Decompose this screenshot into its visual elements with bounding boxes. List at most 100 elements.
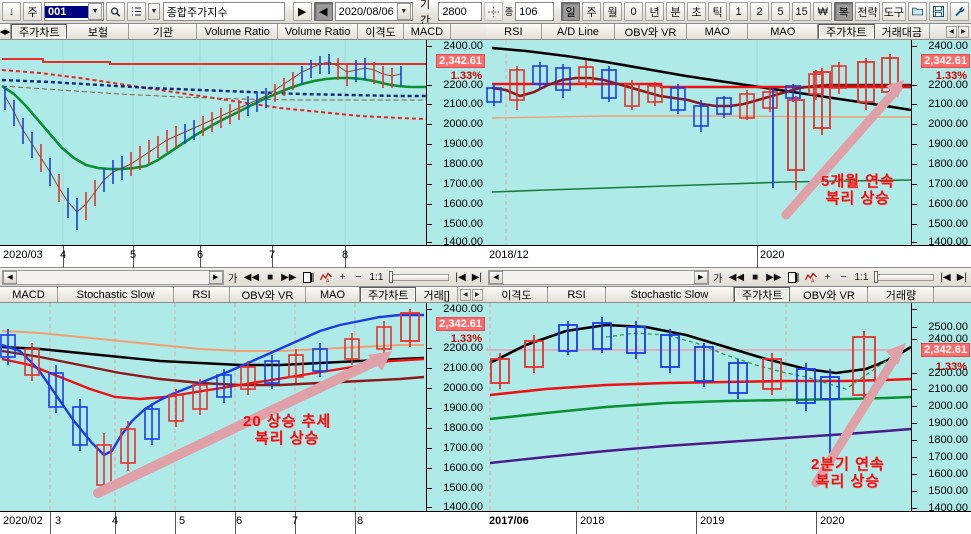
tools-menu-button[interactable]: 도구 [881, 2, 906, 21]
adjusted-price-button[interactable]: 복 [834, 2, 854, 21]
date-combo[interactable]: 2020/08/06 ▼ [334, 2, 413, 21]
tab-macd-tl[interactable]: MACD [403, 24, 452, 39]
tab-보헐-tl[interactable]: 보헐 [67, 24, 130, 39]
scroll-left-arrow[interactable]: ◀ [489, 270, 503, 284]
tab-scroll-left-icon[interactable]: ◀▶ [0, 24, 11, 39]
crosshair-icon[interactable] [483, 2, 503, 21]
tab-mao-bl[interactable]: MAO [306, 287, 360, 302]
horizontal-scrollbar-tr[interactable]: ◀ ▶ [488, 269, 709, 285]
folder-open-icon[interactable] [908, 2, 927, 21]
save-icon[interactable] [929, 2, 948, 21]
zoom-slider-tl[interactable] [387, 270, 451, 284]
prev-record-button[interactable]: ◀ [313, 2, 333, 21]
list-icon-tr[interactable] [786, 269, 801, 285]
currency-icon[interactable]: ₩ [813, 2, 833, 21]
horizontal-scrollbar-tl[interactable]: ◀ ▶ [2, 269, 224, 285]
tab-obv-vr-bl[interactable]: OBV와 VR [230, 287, 306, 302]
count-input[interactable]: 106 [515, 2, 554, 21]
tab-obv-vr-br[interactable]: OBV와 VR [790, 287, 869, 302]
tab-rsi-tr[interactable]: RSI [486, 24, 542, 39]
rewind-button-tr[interactable]: ◀◀ [728, 271, 745, 283]
chart-canvas-bottom-right[interactable]: 2분기 연속 복리 상승 2500.00 2400.00 2,342.61 1.… [486, 303, 971, 514]
tab-volume-ratio-1-tl[interactable]: Volume Ratio [197, 24, 278, 39]
tab-mao-1-tr[interactable]: MAO [686, 24, 749, 39]
tab-주가차트-bl[interactable]: 주가차트 [360, 287, 417, 302]
tab-prev-icon[interactable]: ◀ [945, 25, 957, 38]
chart-icon-tr[interactable]: A [803, 269, 819, 285]
tab-rsi-br[interactable]: RSI [548, 287, 606, 302]
period-button-5[interactable]: 5 [771, 2, 791, 21]
sort-icon[interactable] [127, 2, 147, 21]
period-unit-button[interactable]: 주 [23, 2, 42, 21]
tab-주가차트-tl[interactable]: 주가차트 [11, 24, 68, 39]
ga-button-tl[interactable]: 가 [228, 273, 238, 285]
chart-canvas-top-right[interactable]: 5개월 연속 복리 상승 2400.00 2,342.61 1.33% 2200… [486, 40, 971, 248]
stop-button-tr[interactable]: ■ [752, 271, 759, 283]
tab-obv-vr-tr[interactable]: OBV와 VR [615, 24, 687, 39]
last-button-tl[interactable]: ▶| [471, 271, 482, 283]
ratio-label-tl[interactable]: 1:1 [369, 271, 384, 283]
chart-canvas-top-left[interactable]: 2400.00 2,342.61 1.33% 2200.00 2100.00 2… [0, 40, 486, 248]
first-button-tr[interactable]: |◀ [940, 271, 951, 283]
tab-주가차트-tr[interactable]: 주가차트 [818, 24, 875, 39]
scroll-right-arrow[interactable]: ▶ [208, 270, 223, 284]
tab-기관-tl[interactable]: 기관 [129, 24, 198, 39]
period-button-week[interactable]: 주 [582, 2, 602, 21]
zoom-out-button-tl[interactable]: − [355, 271, 362, 283]
tab-ad-line-tr[interactable]: A/D Line [541, 24, 616, 39]
period-button-month[interactable]: 월 [603, 2, 623, 21]
tab-next-icon[interactable]: ▶ [471, 288, 483, 301]
tab-주가차트-br[interactable]: 주가차트 [734, 287, 791, 302]
sort-dropdown-icon[interactable]: ▼ [148, 3, 160, 20]
zoom-in-button-tl[interactable]: + [339, 271, 346, 283]
period-button-minute[interactable]: 분 [666, 2, 686, 21]
zoom-out-button-tr[interactable]: − [840, 271, 847, 283]
list-icon-tl[interactable] [301, 269, 316, 285]
zoom-slider-tr[interactable] [872, 270, 936, 284]
tab-mao-2-tr[interactable]: MAO [748, 24, 819, 39]
tab-volume-ratio-2-tl[interactable]: Volume Ratio [277, 24, 359, 39]
stock-name-field[interactable]: 종합주가지수 [162, 2, 286, 21]
tab-stochastic-slow-bl[interactable]: Stochastic Slow [58, 287, 174, 302]
period-button-year[interactable]: 년 [645, 2, 665, 21]
period-button-second[interactable]: 초 [687, 2, 707, 21]
scroll-right-arrow[interactable]: ▶ [693, 270, 708, 284]
period-button-zero[interactable]: 0 [624, 2, 644, 21]
forward-button-tr[interactable]: ▶▶ [766, 271, 782, 283]
first-button-tl[interactable]: |◀ [455, 271, 466, 283]
scroll-left-arrow[interactable]: ◀ [3, 270, 17, 284]
chevron-down-icon[interactable]: ▼ [88, 3, 103, 20]
tab-이격도-br[interactable]: 이격도 [486, 287, 548, 302]
tab-거래량-br[interactable]: 거래량 [868, 287, 935, 302]
zoom-in-button-tr[interactable]: + [824, 271, 831, 283]
tab-stochastic-slow-br[interactable]: Stochastic Slow [606, 287, 734, 302]
tab-prev-icon[interactable]: ◀ [459, 288, 471, 301]
period-button-1[interactable]: 1 [729, 2, 749, 21]
strategy-menu-button[interactable]: 전략 [855, 2, 880, 21]
tab-거래대금-tr[interactable]: 거래대금 [874, 24, 930, 39]
search-icon[interactable] [106, 2, 126, 21]
download-icon[interactable]: ↓ [2, 2, 21, 21]
period-button-tick[interactable]: 틱 [708, 2, 728, 21]
period-button-day[interactable]: 일 [561, 2, 581, 21]
chart-icon-tl[interactable]: A [318, 269, 334, 285]
ratio-label-tr[interactable]: 1:1 [854, 271, 869, 283]
tab-이격도-tl[interactable]: 이격도 [358, 24, 404, 39]
tab-거래대금-bl[interactable]: 거래[] [416, 287, 458, 302]
tab-next-icon[interactable]: ▶ [957, 25, 969, 38]
tab-macd-bl[interactable]: MACD [0, 287, 58, 302]
tab-rsi-bl[interactable]: RSI [174, 287, 230, 302]
chart-canvas-bottom-left[interactable]: 20 상승 추세 복리 상승 2400.00 2,342.61 1.33% 22… [0, 303, 486, 513]
last-button-tr[interactable]: ▶| [956, 271, 967, 283]
forward-button-tl[interactable]: ▶▶ [281, 271, 297, 283]
ga-button-tr[interactable]: 가 [713, 273, 723, 285]
period-button-15[interactable]: 15 [792, 2, 812, 21]
wrench-icon[interactable] [950, 2, 969, 21]
stock-code-combo[interactable]: 001 ▼ [44, 2, 105, 21]
range-input[interactable]: 2800 [438, 2, 482, 21]
date-chevron-down-icon[interactable]: ▼ [396, 3, 411, 20]
next-record-button[interactable]: ▶ [292, 2, 312, 21]
stop-button-tl[interactable]: ■ [267, 271, 274, 283]
rewind-button-tl[interactable]: ◀◀ [243, 271, 260, 283]
period-button-2[interactable]: 2 [750, 2, 770, 21]
